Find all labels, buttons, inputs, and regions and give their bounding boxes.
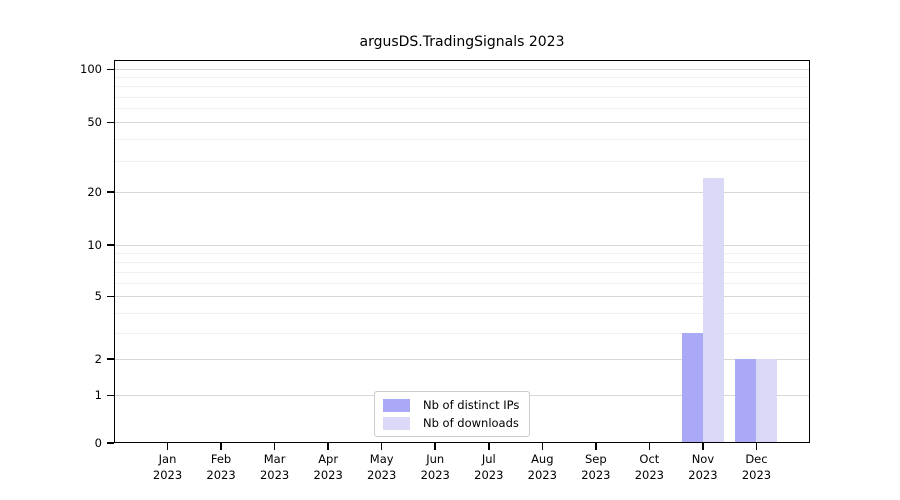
x-tick-mark <box>541 443 544 450</box>
x-tick-year: 2023 <box>420 468 450 482</box>
gridline-major <box>114 359 810 361</box>
x-tick-month: Oct <box>639 452 660 466</box>
x-tick-label: Jan 2023 <box>136 451 200 483</box>
gridline-major <box>114 69 810 71</box>
gridline-minor <box>114 108 810 110</box>
x-tick-label: Nov 2023 <box>671 451 735 483</box>
y-tick-mark <box>107 121 114 123</box>
legend-entry-downloads: Nb of downloads <box>383 416 519 430</box>
gridline-major <box>114 192 810 194</box>
legend-entry-distinct-ips: Nb of distinct IPs <box>383 398 519 412</box>
x-tick-year: 2023 <box>259 468 290 482</box>
x-tick-month: Jun <box>426 452 445 466</box>
x-tick-year: 2023 <box>688 468 718 482</box>
gridline-minor <box>114 252 810 254</box>
y-tick-mark <box>107 68 114 71</box>
legend-swatch-distinct-ips <box>383 398 410 412</box>
gridline-minor <box>114 139 810 141</box>
gridline-major <box>114 122 810 124</box>
x-tick-mark <box>380 443 383 450</box>
x-tick-month: Nov <box>691 452 715 466</box>
x-tick-month: Apr <box>318 452 339 466</box>
x-tick-year: 2023 <box>581 468 611 482</box>
x-tick-label: Oct 2023 <box>617 451 681 483</box>
y-tick-mark <box>107 295 114 298</box>
y-tick-label: 10 <box>87 237 102 252</box>
chart-title: argusDS.TradingSignals 2023 <box>359 34 565 50</box>
y-tick-label: 20 <box>87 185 102 200</box>
x-tick-month: Sep <box>585 452 607 466</box>
x-tick-label: Mar 2023 <box>243 451 307 483</box>
gridline-minor <box>114 96 810 98</box>
y-tick-label: 2 <box>94 352 102 367</box>
x-tick-month: Jul <box>481 452 496 466</box>
gridline-minor <box>114 312 810 314</box>
x-tick-mark <box>702 443 704 450</box>
gridline-minor <box>114 271 810 273</box>
x-tick-mark <box>648 443 651 450</box>
bar-downloads <box>756 359 778 443</box>
legend-swatch-downloads <box>383 416 410 430</box>
x-tick-label: Aug 2023 <box>510 451 574 483</box>
x-tick-year: 2023 <box>634 468 665 482</box>
bar-distinct-ips <box>681 332 703 443</box>
x-tick-year: 2023 <box>313 468 343 482</box>
x-tick-month: Feb <box>210 452 232 466</box>
x-tick-label: Sep 2023 <box>564 451 628 483</box>
x-tick-mark <box>488 443 490 450</box>
x-tick-mark <box>273 443 276 450</box>
x-tick-label: Apr 2023 <box>296 451 360 483</box>
gridline-minor <box>114 332 810 334</box>
legend: Nb of distinct IPs Nb of downloads <box>374 391 531 437</box>
x-tick-label: May 2023 <box>350 451 414 483</box>
x-tick-mark <box>755 443 758 450</box>
x-tick-label: Jul 2023 <box>457 451 521 483</box>
gridline-minor <box>114 283 810 285</box>
x-tick-month: May <box>369 452 394 466</box>
bar-downloads <box>702 178 724 443</box>
x-tick-month: Aug <box>531 452 554 466</box>
x-tick-mark <box>434 443 436 450</box>
gridline-minor <box>114 77 810 79</box>
x-tick-month: Jan <box>158 452 177 466</box>
y-tick-label: 100 <box>80 62 102 77</box>
x-tick-mark <box>327 443 329 450</box>
x-tick-year: 2023 <box>152 468 183 482</box>
legend-label-distinct-ips: Nb of distinct IPs <box>423 398 520 412</box>
gridline-major <box>114 296 810 298</box>
x-tick-month: Mar <box>263 452 286 466</box>
x-tick-mark <box>166 443 169 450</box>
x-tick-mark <box>220 443 222 450</box>
y-tick-mark <box>107 191 114 193</box>
x-tick-year: 2023 <box>474 468 504 482</box>
x-tick-year: 2023 <box>527 468 557 482</box>
x-tick-year: 2023 <box>206 468 236 482</box>
x-tick-label: Dec 2023 <box>724 451 788 483</box>
y-tick-label: 50 <box>87 115 102 130</box>
bar-distinct-ips <box>735 359 757 443</box>
y-tick-label: 1 <box>94 388 102 403</box>
x-tick-year: 2023 <box>741 468 772 482</box>
x-tick-mark <box>595 443 597 450</box>
gridline-minor <box>114 86 810 88</box>
x-tick-label: Jun 2023 <box>403 451 467 483</box>
y-tick-mark <box>107 358 114 360</box>
x-tick-month: Dec <box>745 452 768 466</box>
gridline-major <box>114 244 810 246</box>
y-tick-mark <box>107 244 114 246</box>
y-tick-mark <box>107 442 114 444</box>
x-tick-year: 2023 <box>367 468 397 482</box>
x-tick-label: Feb 2023 <box>189 451 253 483</box>
y-tick-label: 5 <box>94 289 102 304</box>
gridline-minor <box>114 161 810 163</box>
legend-label-downloads: Nb of downloads <box>423 416 519 430</box>
y-tick-label: 0 <box>94 436 102 450</box>
gridline-minor <box>114 261 810 263</box>
y-tick-mark <box>107 394 114 396</box>
